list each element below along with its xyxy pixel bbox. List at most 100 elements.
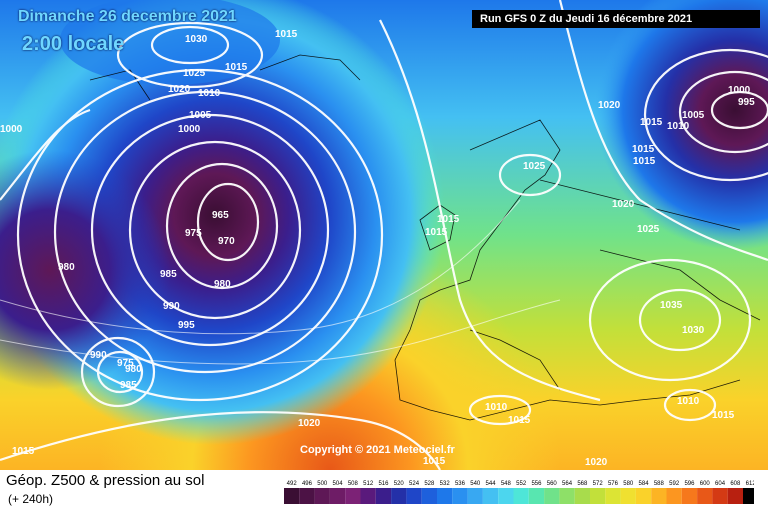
scale-tick-label: 548 [501,481,512,487]
scale-tick-label: 564 [562,481,573,487]
scale-color-swatch [635,488,652,504]
isobar-label: 1015 [12,446,35,457]
scale-color-swatch [452,488,468,504]
isobar-label: 1000 [728,85,751,96]
isobar-label: 1020 [612,199,635,210]
scale-tick-label: 604 [715,481,726,487]
scale-color-swatch [498,488,514,504]
scale-color-swatch [421,488,437,504]
isobar-label: 1015 [225,62,248,73]
legend-title: Géop. Z500 & pression au sol [6,472,205,489]
isobar-label: 1015 [632,144,655,155]
isobar-label: 1025 [523,161,546,172]
scale-tick-label: 528 [424,481,435,487]
scale-color-swatch [284,488,300,504]
scale-tick-label: 568 [577,481,588,487]
scale-color-swatch [605,488,621,504]
scale-tick-label: 584 [639,481,650,487]
scale-tick-label: 496 [302,481,313,487]
isobar-label: 1035 [660,300,683,311]
isobar-label: 1015 [423,456,446,467]
model-run-label: Run GFS 0 Z du Jeudi 16 décembre 2021 [472,10,760,28]
scale-color-swatch [406,488,422,504]
weather-map: 1030 1015 1025 1015 1020 1010 1005 1000 1000 965 9… [0,0,768,471]
scale-color-swatch [314,488,330,504]
scale-color-swatch [375,488,392,504]
scale-color-swatch [544,488,560,504]
isobar-label: 965 [212,210,229,221]
isobar-label: 1010 [677,396,700,407]
isobar-label: 975 [117,358,134,369]
scale-tick-label: 532 [440,481,451,487]
scale-color-swatch [528,488,545,504]
isobar-label: 1015 [633,156,656,167]
scale-color-swatch [391,488,407,504]
scale-color-swatch [437,488,453,504]
scale-tick-label: 608 [730,481,741,487]
isobar-label: 1020 [598,100,621,111]
forecast-time: 2:00 locale [22,33,125,55]
forecast-date: Dimanche 26 decembre 2021 [18,8,237,25]
isobar-label: 990 [90,350,107,361]
isobar-label: 985 [120,380,137,391]
scale-tick-label: 536 [455,481,466,487]
isobar-label: 1000 [178,124,201,135]
isobar-label: 1020 [585,457,608,468]
isobar-label: 1030 [682,325,705,336]
scale-color-swatch [681,488,698,504]
isobar-label: 975 [185,228,202,239]
isobar-label: 1020 [168,84,191,95]
scale-color-swatch [574,488,590,504]
isobar-label: 980 [58,262,75,273]
scale-color-swatch [712,488,728,504]
scale-color-swatch [299,488,315,504]
scale-tick-label: 516 [378,481,389,487]
scale-tick-label: 600 [700,481,711,487]
scale-tick-label: 572 [593,481,604,487]
isobar-label: 1015 [437,214,460,225]
scale-color-swatch [482,488,499,504]
scale-color-swatch [727,488,743,504]
scale-color-swatch [467,488,483,504]
scale-color-swatch [697,488,713,504]
scale-tick-label: 524 [409,481,420,487]
isobar-label: 995 [738,97,755,108]
scale-color-swatch [345,488,361,504]
isobar-label: 1015 [275,29,298,40]
isobar-label: 970 [218,236,235,247]
scale-color-swatch [513,488,529,504]
scale-tick-label: 612 [746,481,754,487]
scale-color-swatch [743,488,754,504]
isobar-label: 1030 [185,34,208,45]
scale-tick-label: 596 [684,481,695,487]
isobar-label: 980 [214,279,231,290]
scale-tick-label: 576 [608,481,619,487]
isobar-label: 985 [160,269,177,280]
isobar-labels: 1030 1015 1025 1015 1020 1010 1005 1000 1000 965 9… [0,29,755,468]
isobar-label: 1005 [682,110,705,121]
geopotential-lines [0,199,561,365]
scale-tick-label: 520 [394,481,405,487]
isobar-label: 1010 [198,88,221,99]
scale-tick-label: 552 [516,481,527,487]
isobar-label: 1025 [183,68,206,79]
legend-subtitle: (+ 240h) [8,492,54,506]
scale-color-swatch [651,488,667,504]
scale-tick-label: 504 [333,481,344,487]
scale-color-swatch [666,488,682,504]
scale-color-swatch [360,488,376,504]
isobar-label: 1015 [712,410,735,421]
isobar-label: 1015 [508,415,531,426]
legend-bar: Géop. Z500 & pression au sol (+ 240h) 49… [0,470,768,512]
isobar-label: 1025 [637,224,660,235]
isobar-label: 1005 [189,110,212,121]
scale-tick-label: 556 [531,481,542,487]
isobar-label: 1000 [0,124,23,135]
scale-tick-label: 588 [654,481,665,487]
isobar-lines [0,0,768,470]
isobar-label: 1010 [485,402,508,413]
scale-color-swatch [329,488,346,504]
isobar-label: 990 [163,301,180,312]
isobar-label: 1020 [298,418,321,429]
isobar-label: 1015 [640,117,663,128]
